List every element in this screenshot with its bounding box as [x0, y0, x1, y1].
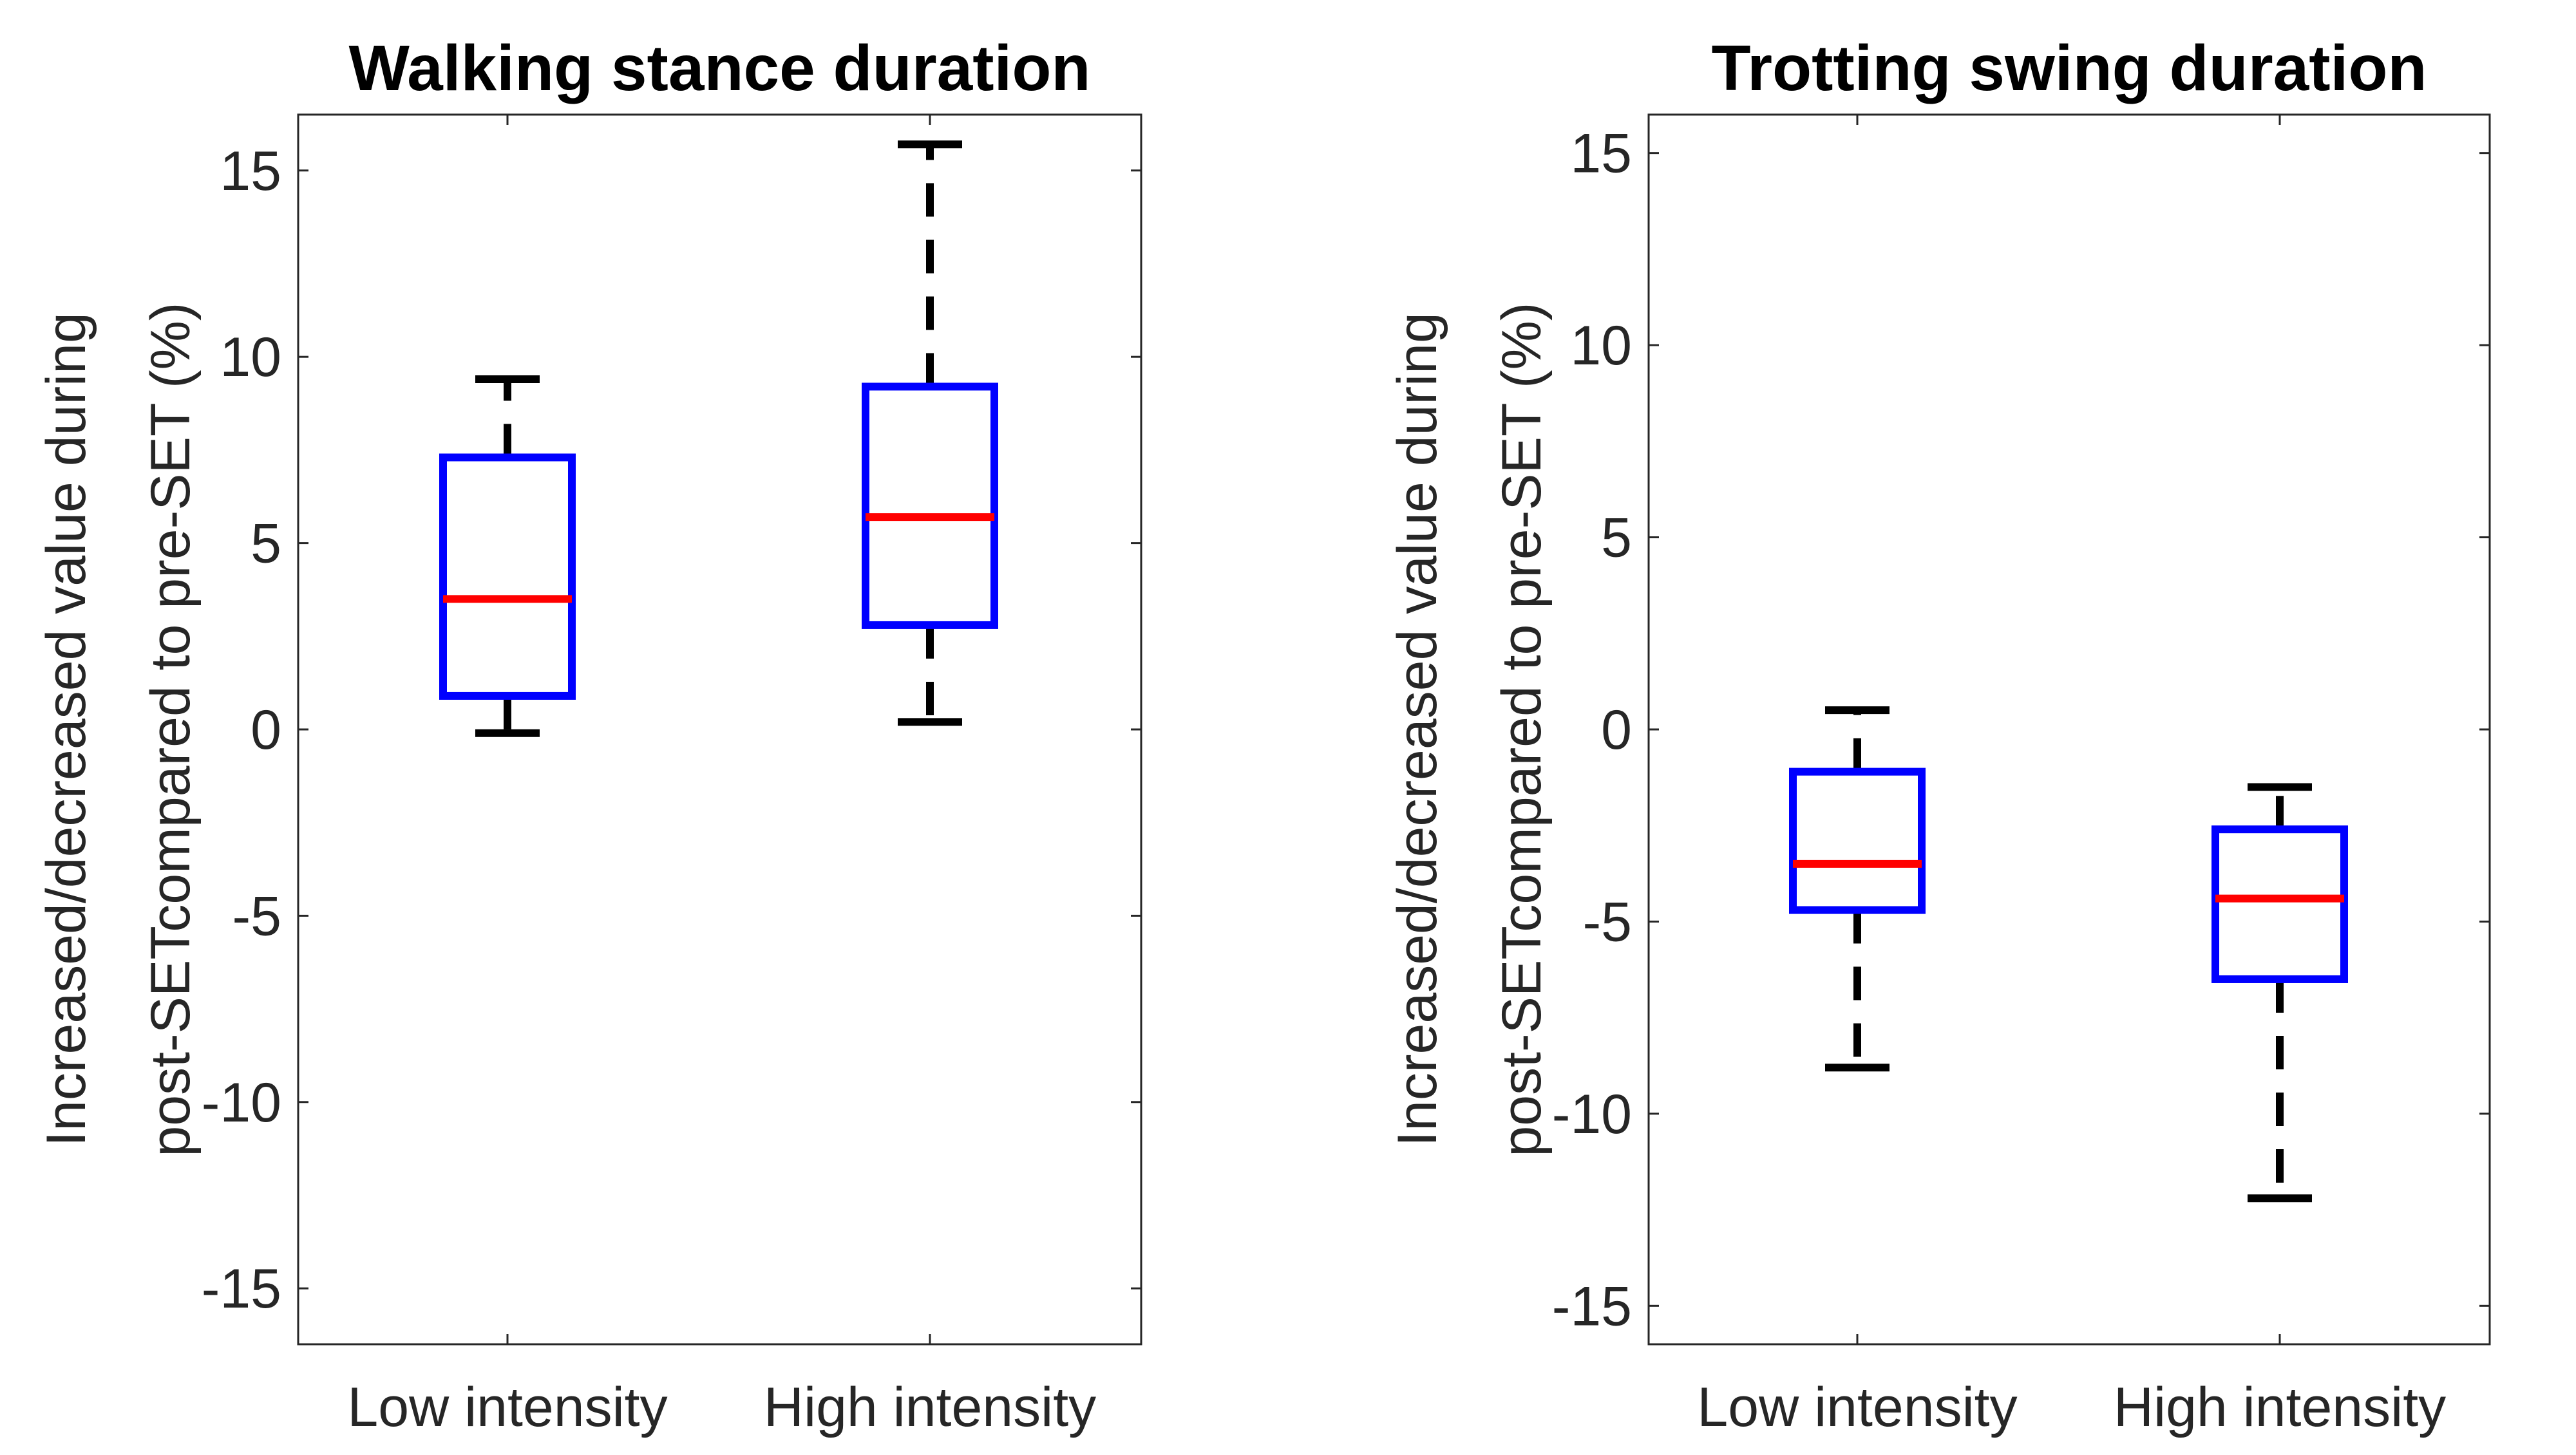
y-axis-label-line-2: post-SETcompared to pre-SET (%) — [1491, 302, 1553, 1156]
x-category-label: High intensity — [764, 1376, 1096, 1438]
y-axis-label-line-1: Increased/decreased value during — [1387, 312, 1448, 1147]
y-tick-label: 15 — [220, 140, 281, 202]
chart-panel-1: -15 -10 -5 0 5 10 15 Low intensity High intensit… — [35, 32, 1142, 1438]
y-tick-label: -10 — [1552, 1084, 1632, 1145]
y-tick-label: -5 — [232, 885, 281, 947]
y-axis-label-line-1: Increased/decreased value during — [35, 312, 97, 1147]
iqr-box — [2211, 825, 2348, 983]
y-tick-label: 10 — [1570, 315, 1632, 377]
y-tick-label: -15 — [202, 1258, 281, 1320]
y-tick-label: 0 — [1601, 699, 1632, 761]
box-plot-1 — [439, 375, 576, 737]
x-category-label: Low intensity — [347, 1376, 667, 1438]
box-plot-2 — [2211, 783, 2348, 1203]
y-tick-label: 5 — [1601, 507, 1632, 569]
y-tick-label: 10 — [220, 326, 281, 388]
y-tick-label: 0 — [251, 699, 281, 761]
plot-area-frame — [1647, 113, 2491, 1346]
y-tick-label: -5 — [1583, 891, 1632, 953]
y-tick-label: -15 — [1552, 1275, 1632, 1337]
y-tick-label: -10 — [202, 1072, 281, 1134]
chart-panel-2: -15 -10 -5 0 5 10 15 Low intensity High intensit… — [1387, 32, 2491, 1438]
chart-title: Trotting swing duration — [1712, 32, 2427, 104]
y-axis-label-line-2: post-SETcompared to pre-SET (%) — [140, 302, 202, 1156]
iqr-box — [862, 382, 998, 629]
iqr-box — [1789, 767, 1926, 914]
chart-title: Walking stance duration — [348, 32, 1090, 104]
iqr-box — [439, 453, 576, 700]
x-category-label: High intensity — [2114, 1376, 2446, 1438]
box-plot-1 — [1789, 706, 1926, 1072]
box-plot-2 — [862, 140, 998, 726]
plot-area-frame — [297, 113, 1142, 1346]
y-tick-label: 15 — [1570, 123, 1632, 185]
y-tick-label: 5 — [251, 513, 281, 575]
x-category-label: Low intensity — [1697, 1376, 2017, 1438]
